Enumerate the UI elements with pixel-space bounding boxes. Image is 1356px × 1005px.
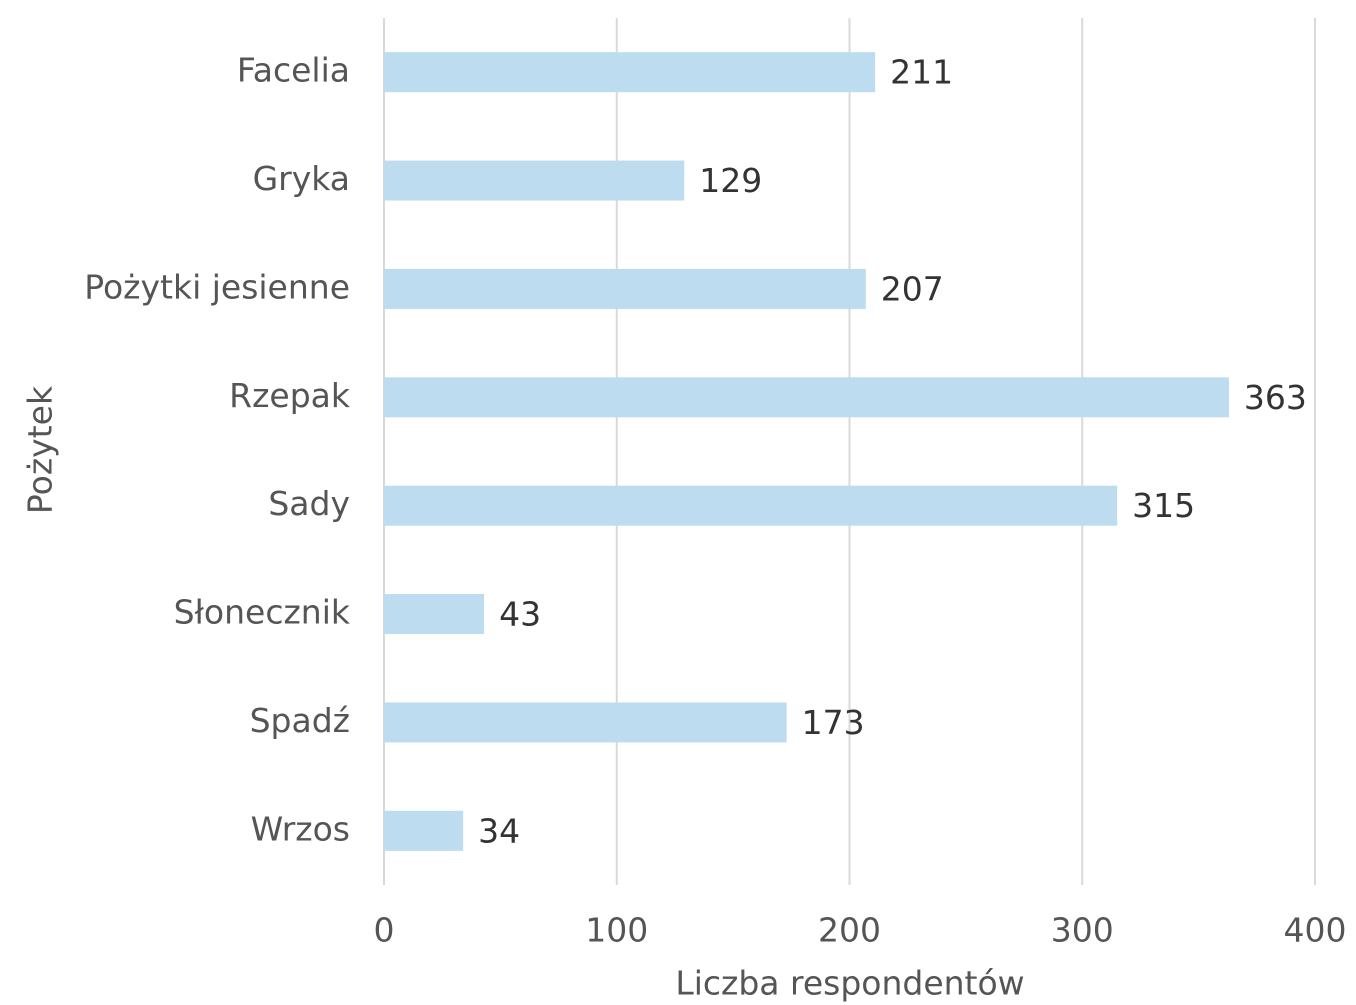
data-label: 129 — [699, 161, 762, 200]
y-tick-label: Sady — [268, 484, 350, 523]
bar — [384, 377, 1229, 418]
bar — [384, 52, 876, 93]
y-tick-label: Facelia — [237, 51, 350, 90]
x-axis-title: Liczba respondentów — [675, 964, 1024, 1003]
bar — [384, 268, 866, 309]
y-axis-title: Pożytek — [21, 385, 60, 514]
data-label: 207 — [881, 269, 944, 308]
x-tick-label: 300 — [1051, 911, 1114, 950]
data-label: 173 — [802, 703, 865, 742]
bar — [384, 810, 464, 851]
x-tick-label: 100 — [585, 911, 648, 950]
y-tick-label: Pożytki jesienne — [84, 267, 350, 306]
data-label: 315 — [1132, 486, 1195, 525]
data-label: 43 — [499, 595, 541, 634]
x-tick-label: 400 — [1284, 911, 1347, 950]
bar — [384, 160, 685, 201]
y-tick-label: Rzepak — [229, 376, 351, 415]
x-tick-label: 200 — [818, 911, 881, 950]
data-label: 211 — [890, 53, 953, 92]
bar — [384, 485, 1118, 526]
data-label: 363 — [1244, 378, 1307, 417]
y-tick-label: Wrzos — [251, 809, 350, 848]
y-tick-label: Słonecznik — [174, 593, 351, 632]
bar — [384, 594, 485, 635]
x-tick-label: 0 — [374, 911, 395, 950]
y-tick-label: Spadź — [250, 701, 350, 740]
y-tick-label: Gryka — [253, 159, 350, 198]
bar — [384, 702, 787, 743]
data-label: 34 — [478, 811, 520, 850]
